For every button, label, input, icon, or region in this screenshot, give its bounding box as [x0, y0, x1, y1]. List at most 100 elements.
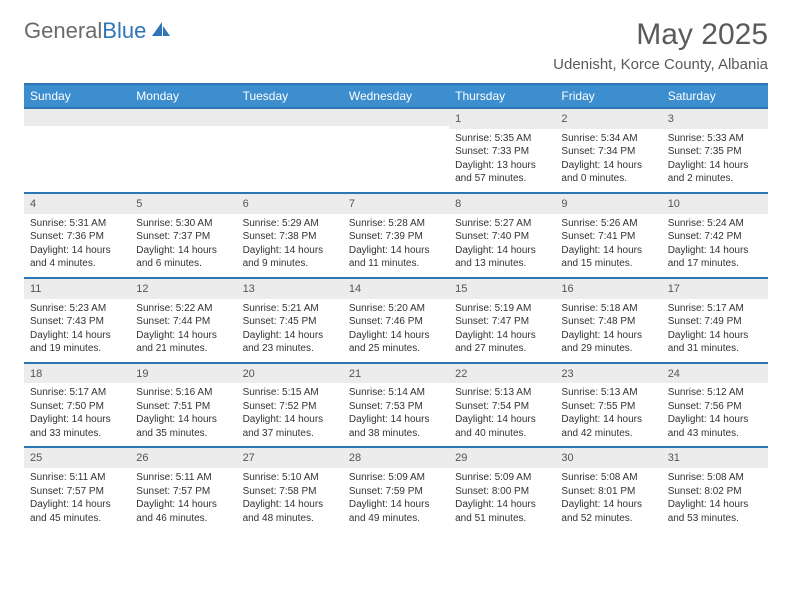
day-number: 26	[130, 448, 236, 468]
day-number: 9	[555, 194, 661, 214]
sunrise-line: Sunrise: 5:08 AM	[668, 471, 762, 485]
day-number: 17	[662, 279, 768, 299]
day-number: 13	[237, 279, 343, 299]
sunset-line: Sunset: 7:45 PM	[243, 315, 337, 329]
sunset-line: Sunset: 7:41 PM	[561, 230, 655, 244]
sunset-line: Sunset: 7:33 PM	[455, 145, 549, 159]
day-number: 29	[449, 448, 555, 468]
cell-body: Sunrise: 5:08 AMSunset: 8:01 PMDaylight:…	[555, 468, 661, 531]
daylight-line-2: and 11 minutes.	[349, 257, 443, 271]
cell-body: Sunrise: 5:16 AMSunset: 7:51 PMDaylight:…	[130, 383, 236, 446]
cell-body: Sunrise: 5:35 AMSunset: 7:33 PMDaylight:…	[449, 129, 555, 192]
daylight-line-2: and 15 minutes.	[561, 257, 655, 271]
day-number: 25	[24, 448, 130, 468]
calendar-cell: 12Sunrise: 5:22 AMSunset: 7:44 PMDayligh…	[130, 279, 236, 362]
day-number	[24, 109, 130, 126]
daylight-line-1: Daylight: 14 hours	[349, 413, 443, 427]
sunrise-line: Sunrise: 5:27 AM	[455, 217, 549, 231]
sunset-line: Sunset: 7:59 PM	[349, 485, 443, 499]
day-number: 30	[555, 448, 661, 468]
cell-body: Sunrise: 5:17 AMSunset: 7:50 PMDaylight:…	[24, 383, 130, 446]
sunrise-line: Sunrise: 5:23 AM	[30, 302, 124, 316]
calendar-cell: 26Sunrise: 5:11 AMSunset: 7:57 PMDayligh…	[130, 448, 236, 531]
day-number: 23	[555, 364, 661, 384]
day-number: 7	[343, 194, 449, 214]
daylight-line-2: and 27 minutes.	[455, 342, 549, 356]
calendar-cell: 15Sunrise: 5:19 AMSunset: 7:47 PMDayligh…	[449, 279, 555, 362]
sunset-line: Sunset: 7:50 PM	[30, 400, 124, 414]
daylight-line-2: and 46 minutes.	[136, 512, 230, 526]
daylight-line-1: Daylight: 14 hours	[561, 413, 655, 427]
day-header: Saturday	[662, 85, 768, 107]
calendar-week: 4Sunrise: 5:31 AMSunset: 7:36 PMDaylight…	[24, 192, 768, 277]
sunset-line: Sunset: 7:46 PM	[349, 315, 443, 329]
calendar-cell: 7Sunrise: 5:28 AMSunset: 7:39 PMDaylight…	[343, 194, 449, 277]
daylight-line-2: and 6 minutes.	[136, 257, 230, 271]
daylight-line-2: and 35 minutes.	[136, 427, 230, 441]
daylight-line-1: Daylight: 14 hours	[243, 498, 337, 512]
cell-body: Sunrise: 5:26 AMSunset: 7:41 PMDaylight:…	[555, 214, 661, 277]
sunset-line: Sunset: 8:01 PM	[561, 485, 655, 499]
sunrise-line: Sunrise: 5:19 AM	[455, 302, 549, 316]
daylight-line-1: Daylight: 14 hours	[561, 498, 655, 512]
daylight-line-1: Daylight: 14 hours	[243, 244, 337, 258]
calendar-cell: 1Sunrise: 5:35 AMSunset: 7:33 PMDaylight…	[449, 109, 555, 192]
cell-body	[130, 126, 236, 176]
sunset-line: Sunset: 7:35 PM	[668, 145, 762, 159]
day-number: 20	[237, 364, 343, 384]
sunrise-line: Sunrise: 5:12 AM	[668, 386, 762, 400]
calendar-cell: 23Sunrise: 5:13 AMSunset: 7:55 PMDayligh…	[555, 364, 661, 447]
cell-body: Sunrise: 5:29 AMSunset: 7:38 PMDaylight:…	[237, 214, 343, 277]
daylight-line-2: and 4 minutes.	[30, 257, 124, 271]
daylight-line-2: and 33 minutes.	[30, 427, 124, 441]
day-number: 27	[237, 448, 343, 468]
sunset-line: Sunset: 7:51 PM	[136, 400, 230, 414]
cell-body	[343, 126, 449, 176]
calendar-cell: 3Sunrise: 5:33 AMSunset: 7:35 PMDaylight…	[662, 109, 768, 192]
cell-body: Sunrise: 5:09 AMSunset: 8:00 PMDaylight:…	[449, 468, 555, 531]
calendar-cell	[237, 109, 343, 192]
cell-body: Sunrise: 5:34 AMSunset: 7:34 PMDaylight:…	[555, 129, 661, 192]
cell-body	[237, 126, 343, 176]
daylight-line-2: and 40 minutes.	[455, 427, 549, 441]
sunrise-line: Sunrise: 5:18 AM	[561, 302, 655, 316]
daylight-line-2: and 17 minutes.	[668, 257, 762, 271]
cell-body: Sunrise: 5:17 AMSunset: 7:49 PMDaylight:…	[662, 299, 768, 362]
calendar-cell: 28Sunrise: 5:09 AMSunset: 7:59 PMDayligh…	[343, 448, 449, 531]
daylight-line-2: and 45 minutes.	[30, 512, 124, 526]
cell-body: Sunrise: 5:23 AMSunset: 7:43 PMDaylight:…	[24, 299, 130, 362]
daylight-line-1: Daylight: 14 hours	[136, 329, 230, 343]
brand-logo: GeneralBlue	[24, 18, 172, 44]
calendar-cell: 18Sunrise: 5:17 AMSunset: 7:50 PMDayligh…	[24, 364, 130, 447]
daylight-line-2: and 49 minutes.	[349, 512, 443, 526]
sunrise-line: Sunrise: 5:35 AM	[455, 132, 549, 146]
day-number: 8	[449, 194, 555, 214]
sunrise-line: Sunrise: 5:28 AM	[349, 217, 443, 231]
day-number: 19	[130, 364, 236, 384]
daylight-line-2: and 23 minutes.	[243, 342, 337, 356]
calendar-cell	[130, 109, 236, 192]
calendar-cell: 9Sunrise: 5:26 AMSunset: 7:41 PMDaylight…	[555, 194, 661, 277]
calendar-cell: 31Sunrise: 5:08 AMSunset: 8:02 PMDayligh…	[662, 448, 768, 531]
calendar-cell: 19Sunrise: 5:16 AMSunset: 7:51 PMDayligh…	[130, 364, 236, 447]
sunrise-line: Sunrise: 5:17 AM	[30, 386, 124, 400]
sunrise-line: Sunrise: 5:08 AM	[561, 471, 655, 485]
cell-body	[24, 126, 130, 176]
daylight-line-1: Daylight: 14 hours	[243, 413, 337, 427]
daylight-line-2: and 38 minutes.	[349, 427, 443, 441]
sunset-line: Sunset: 7:48 PM	[561, 315, 655, 329]
day-number: 2	[555, 109, 661, 129]
sunset-line: Sunset: 7:39 PM	[349, 230, 443, 244]
day-header-row: SundayMondayTuesdayWednesdayThursdayFrid…	[24, 85, 768, 107]
sunset-line: Sunset: 7:40 PM	[455, 230, 549, 244]
cell-body: Sunrise: 5:19 AMSunset: 7:47 PMDaylight:…	[449, 299, 555, 362]
daylight-line-2: and 25 minutes.	[349, 342, 443, 356]
daylight-line-2: and 52 minutes.	[561, 512, 655, 526]
daylight-line-1: Daylight: 14 hours	[30, 244, 124, 258]
sunset-line: Sunset: 7:53 PM	[349, 400, 443, 414]
daylight-line-2: and 42 minutes.	[561, 427, 655, 441]
daylight-line-1: Daylight: 14 hours	[668, 329, 762, 343]
sunset-line: Sunset: 8:02 PM	[668, 485, 762, 499]
sunset-line: Sunset: 7:55 PM	[561, 400, 655, 414]
calendar-cell: 2Sunrise: 5:34 AMSunset: 7:34 PMDaylight…	[555, 109, 661, 192]
